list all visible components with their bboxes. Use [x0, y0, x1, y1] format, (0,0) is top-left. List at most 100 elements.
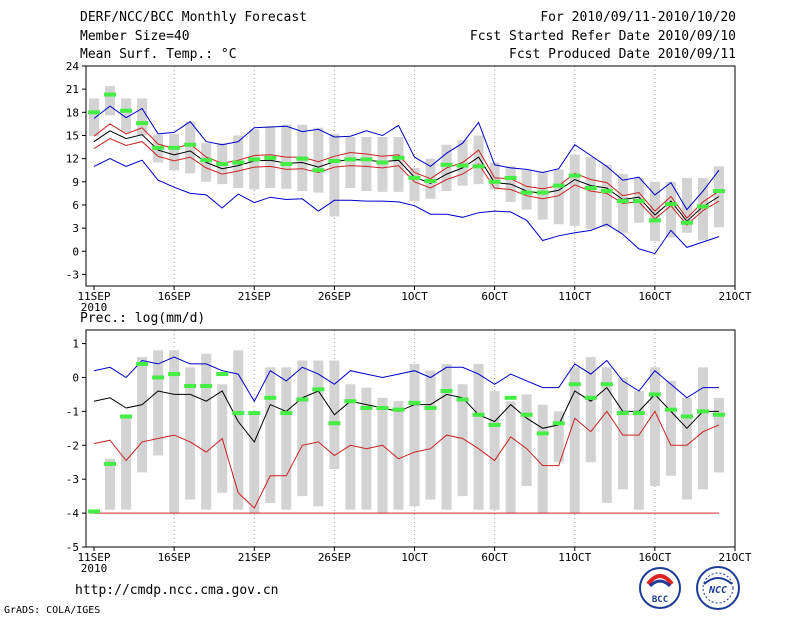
forecast-period: For 2010/09/11-2010/10/20: [540, 10, 736, 25]
logos: BCC NCC: [639, 566, 740, 610]
precip-ensemble-box: [713, 397, 724, 473]
precip-median-marker: [616, 411, 629, 416]
temp-median-marker: [520, 190, 533, 195]
precip-median-marker: [168, 372, 181, 377]
precip-median-marker: [120, 414, 133, 419]
temp-ytick-label: 3: [72, 222, 79, 235]
temp-median-marker: [456, 163, 469, 168]
precip-series-max: [93, 356, 719, 403]
precip-median-marker: [552, 421, 565, 426]
temp-ensemble-box: [137, 98, 148, 136]
source-url[interactable]: http://cmdp.ncc.cma.gov.cn: [75, 583, 279, 598]
precip-ensemble-box: [473, 363, 484, 510]
temp-median-marker: [392, 155, 405, 160]
precip-median-marker: [136, 361, 149, 366]
precip-median-marker: [184, 383, 197, 388]
precip-ensemble-box: [409, 363, 420, 507]
temp-median-marker: [232, 160, 245, 165]
precip-median-marker: [472, 412, 485, 417]
temp-ensemble-box: [681, 177, 692, 233]
precip-ensemble-box: [313, 360, 324, 507]
ncc-logo-text: NCC: [708, 585, 727, 596]
precip-median-marker: [632, 411, 645, 416]
temp-ytick-label: 18: [66, 106, 79, 119]
precip-median-marker: [216, 372, 229, 377]
temp-median-marker: [216, 162, 229, 167]
temp-median-marker: [504, 175, 517, 180]
precip-ytick-label: 0: [72, 371, 79, 384]
precip-xtick-label: 1OCT: [401, 551, 428, 564]
temp-median-marker: [536, 190, 549, 195]
precip-median-marker: [312, 387, 325, 392]
precip-ensemble-box: [681, 397, 692, 500]
precip-xtick-label: 11OCT: [558, 551, 591, 564]
temp-median-marker: [248, 157, 261, 162]
precip-ytick-label: -5: [66, 541, 79, 554]
forecast-start-date: Fcst Started Refer Date 2010/09/10: [469, 29, 736, 44]
temp-median-marker: [328, 158, 341, 163]
precip-ensemble-box: [137, 357, 148, 473]
precip-ensemble-box: [665, 380, 676, 476]
precip-median-marker: [296, 397, 309, 402]
precip-ensemble-box: [553, 411, 564, 463]
temp-ensemble-box: [105, 86, 116, 116]
temp-xtick-label: 21SEP: [238, 290, 271, 303]
temp-ytick-label: -3: [66, 268, 79, 281]
temp-ensemble-box: [121, 98, 132, 133]
temp-ensemble-box: [361, 137, 372, 192]
temp-ensemble-box: [537, 171, 548, 220]
temp-ensemble-box: [185, 121, 196, 174]
precip-ensemble-box: [153, 350, 164, 456]
precip-median-marker: [680, 414, 693, 419]
precip-median-marker: [664, 407, 677, 412]
precip-xtick-sublabel: 2010: [81, 562, 108, 575]
temperature-panel-title: Mean Surf. Temp.: °C: [80, 47, 237, 62]
bcc-logo: BCC: [639, 567, 681, 609]
temp-ensemble-box: [313, 127, 324, 193]
precip-ensemble-box: [617, 377, 628, 490]
precip-median-marker: [328, 421, 341, 426]
precip-xtick-label: 11SEP: [77, 551, 110, 564]
temp-ensemble-box: [553, 169, 564, 225]
precip-xtick-label: 26SEP: [318, 551, 351, 564]
precip-ensemble-box: [505, 401, 516, 514]
precip-ensemble-box: [697, 367, 708, 490]
precip-median-marker: [440, 389, 453, 394]
precip-ensemble-box: [649, 367, 660, 486]
precip-ensemble-box: [457, 384, 468, 497]
precip-ensemble-box: [425, 370, 436, 500]
temp-series-upper: [93, 123, 720, 219]
temp-median-marker: [88, 110, 101, 115]
precip-ensemble-box: [441, 363, 452, 510]
precip-ensemble-box: [233, 350, 244, 510]
precip-median-marker: [232, 411, 245, 416]
temp-xtick-label: 21OCT: [718, 290, 751, 303]
temp-ytick-label: 21: [66, 83, 79, 96]
member-size-label: Member Size=40: [80, 29, 190, 44]
precip-ensemble-box: [537, 404, 548, 514]
precip-ensemble-box: [105, 458, 116, 510]
temp-xtick-label: 6OCT: [481, 290, 508, 303]
temp-median-marker: [312, 168, 325, 173]
precip-plot-frame: [85, 329, 736, 548]
temp-median-marker: [696, 204, 709, 209]
temp-xtick-sublabel: 2010: [81, 301, 108, 314]
precip-median-marker: [584, 395, 597, 400]
temp-ensemble-box: [665, 181, 676, 238]
temp-ensemble-box: [601, 164, 612, 228]
precip-ytick-label: -2: [66, 439, 79, 452]
precip-median-marker: [536, 431, 549, 436]
precip-median-marker: [344, 399, 357, 404]
precip-median-marker: [696, 409, 709, 414]
temp-median-marker: [648, 218, 661, 223]
precip-ensemble-box: [633, 391, 644, 510]
precip-series-lower: [93, 410, 720, 509]
temp-median-marker: [184, 142, 197, 147]
precip-median-marker: [568, 382, 581, 387]
precip-xtick-label: 21OCT: [718, 551, 751, 564]
bcc-logo-text: BCC: [652, 595, 668, 605]
temp-series-mean: [93, 130, 720, 222]
precip-median-marker: [600, 382, 613, 387]
